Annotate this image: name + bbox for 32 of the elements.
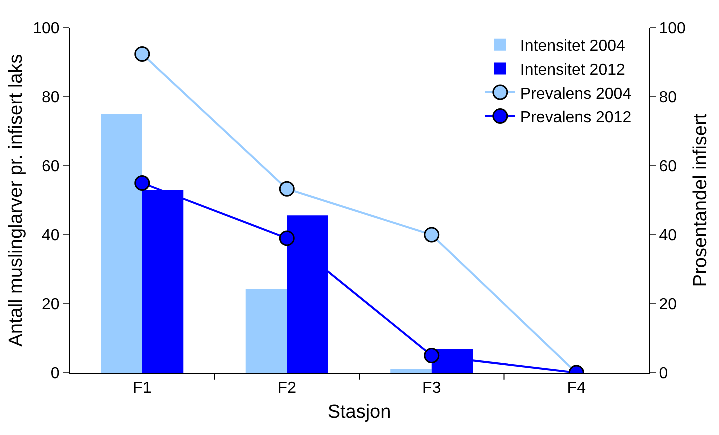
y-tick-label: 60 [42,158,60,176]
y2-tick-label: 60 [659,158,678,176]
point [279,181,295,197]
y-tick-label: 80 [42,90,60,107]
legend-label: Intensitet 2004 [520,38,626,56]
y-tick-label: 100 [33,20,60,38]
point [134,46,150,62]
point [424,348,440,364]
y-axis-title: Antall muslinglarver pr. infisert laks [6,54,27,347]
bar [246,289,288,373]
y2-tick-label: 100 [659,20,686,38]
y2-tick-label: 0 [659,366,668,383]
y-tick-label: 40 [42,228,60,245]
point [279,230,295,246]
y2-tick-label: 80 [659,90,678,107]
y-tick-label: 0 [50,366,60,383]
x-tick-label: F3 [422,380,442,398]
x-axis-title: Stasjon [328,402,392,423]
y2-axis-title: Prosentandel infisert [690,113,712,288]
y-tick-label: 20 [42,296,60,314]
point [424,227,440,243]
bar [390,369,432,373]
bar [101,114,142,373]
x-tick-label: F1 [133,380,152,398]
y2-tick-label: 40 [659,228,678,245]
y2-tick-label: 20 [659,296,678,314]
point [134,176,150,191]
x-tick-label: F4 [567,380,586,398]
legend-label: Prevalens 2004 [520,86,632,103]
legend-label: Intensitet 2012 [520,62,626,79]
x-tick-label: F2 [278,380,297,398]
legend-label: Prevalens 2012 [520,110,632,127]
